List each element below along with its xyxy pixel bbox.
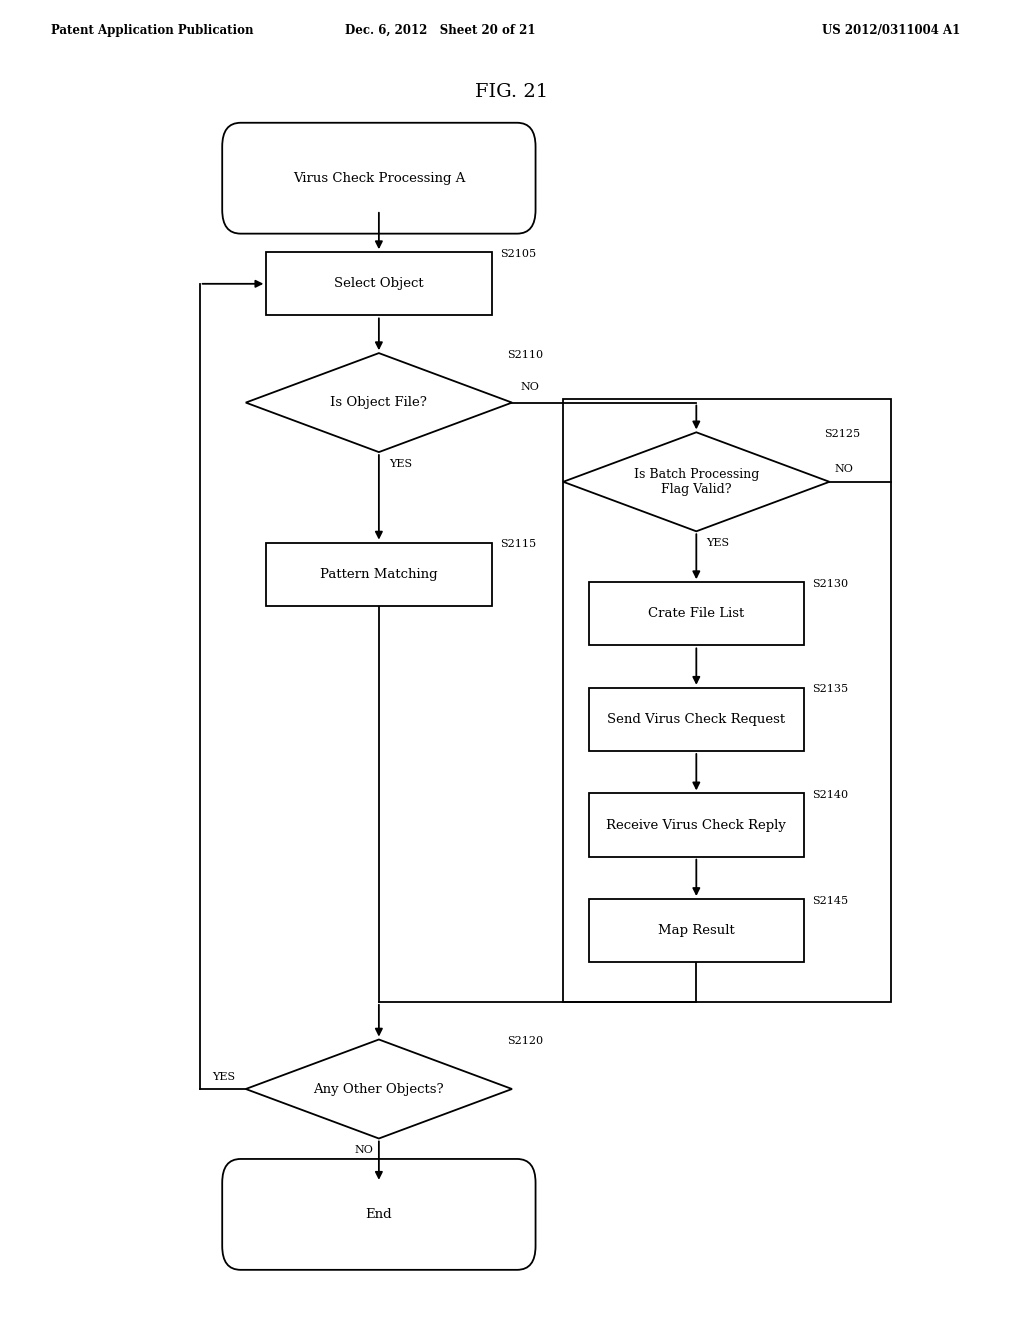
Text: Receive Virus Check Reply: Receive Virus Check Reply (606, 818, 786, 832)
Bar (589, 899, 804, 962)
Text: Patent Application Publication: Patent Application Publication (51, 24, 254, 37)
Text: End: End (366, 1208, 392, 1221)
Text: Send Virus Check Request: Send Virus Check Request (607, 713, 785, 726)
Text: Map Result: Map Result (658, 924, 734, 937)
Text: Dec. 6, 2012   Sheet 20 of 21: Dec. 6, 2012 Sheet 20 of 21 (345, 24, 536, 37)
Text: Is Object File?: Is Object File? (331, 396, 427, 409)
Bar (589, 793, 804, 857)
Polygon shape (246, 354, 512, 451)
Text: YES: YES (707, 539, 730, 548)
Text: Is Batch Processing
Flag Valid?: Is Batch Processing Flag Valid? (634, 467, 759, 496)
Bar (563, 399, 891, 1002)
Text: Virus Check Processing A: Virus Check Processing A (293, 172, 465, 185)
Text: Any Other Objects?: Any Other Objects? (313, 1082, 444, 1096)
FancyBboxPatch shape (222, 123, 536, 234)
Text: S2125: S2125 (824, 429, 860, 438)
Text: Select Object: Select Object (334, 277, 424, 290)
Text: S2140: S2140 (812, 789, 848, 800)
Text: S2135: S2135 (812, 684, 848, 694)
Text: NO: NO (835, 463, 853, 474)
FancyBboxPatch shape (222, 1159, 536, 1270)
Text: S2110: S2110 (507, 350, 543, 360)
Text: S2130: S2130 (812, 578, 848, 589)
Text: S2115: S2115 (500, 539, 536, 549)
Text: S2145: S2145 (812, 895, 848, 906)
Bar (266, 252, 492, 315)
Polygon shape (563, 433, 829, 531)
Text: S2120: S2120 (507, 1036, 543, 1045)
Text: YES: YES (389, 459, 413, 469)
Text: NO: NO (520, 381, 539, 392)
Polygon shape (246, 1040, 512, 1138)
Text: Pattern Matching: Pattern Matching (321, 568, 437, 581)
Text: NO: NO (355, 1146, 374, 1155)
Text: Crate File List: Crate File List (648, 607, 744, 620)
Text: US 2012/0311004 A1: US 2012/0311004 A1 (821, 24, 961, 37)
Bar (266, 543, 492, 606)
Text: YES: YES (212, 1072, 236, 1082)
Bar (589, 688, 804, 751)
Text: S2105: S2105 (500, 248, 536, 259)
Bar (589, 582, 804, 645)
Text: FIG. 21: FIG. 21 (475, 83, 549, 102)
